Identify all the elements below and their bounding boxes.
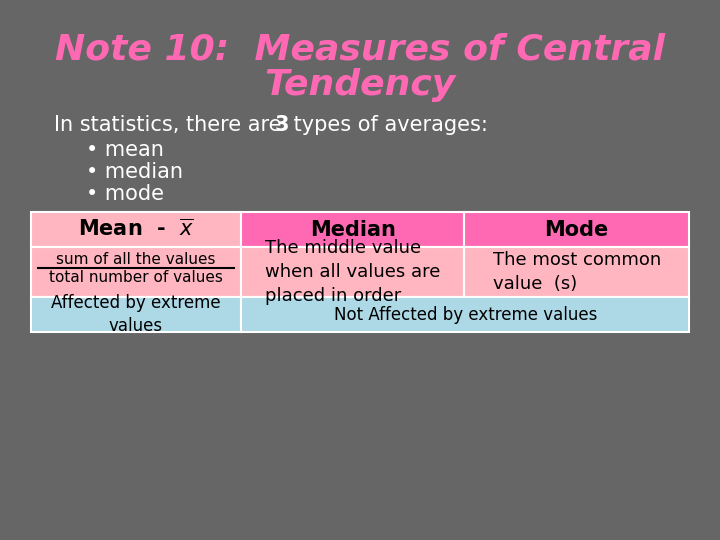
FancyBboxPatch shape — [464, 212, 689, 247]
Text: Not Affected by extreme values: Not Affected by extreme values — [333, 306, 597, 323]
Text: The middle value
when all values are
placed in order: The middle value when all values are pla… — [265, 239, 440, 305]
Text: Tendency: Tendency — [264, 68, 456, 102]
Text: The most common
value  (s): The most common value (s) — [492, 251, 661, 293]
FancyBboxPatch shape — [464, 247, 689, 297]
FancyBboxPatch shape — [31, 247, 241, 297]
FancyBboxPatch shape — [241, 297, 689, 332]
Text: Mean  -  $\overline{x}$: Mean - $\overline{x}$ — [78, 219, 194, 240]
Text: • median: • median — [86, 162, 184, 182]
Text: • mode: • mode — [86, 184, 164, 204]
FancyBboxPatch shape — [31, 212, 241, 247]
Text: Median: Median — [310, 219, 395, 240]
Text: total number of values: total number of values — [49, 271, 223, 286]
FancyBboxPatch shape — [241, 247, 464, 297]
Text: Mode: Mode — [544, 219, 609, 240]
Text: Affected by extreme
values: Affected by extreme values — [51, 294, 221, 335]
FancyBboxPatch shape — [31, 297, 241, 332]
FancyBboxPatch shape — [241, 212, 464, 247]
Text: types of averages:: types of averages: — [287, 115, 487, 135]
Text: Note 10:  Measures of Central: Note 10: Measures of Central — [55, 33, 665, 67]
Text: In statistics, there are: In statistics, there are — [54, 115, 288, 135]
Text: 3: 3 — [274, 115, 289, 135]
Text: sum of all the values: sum of all the values — [56, 253, 216, 267]
Text: • mean: • mean — [86, 140, 164, 160]
